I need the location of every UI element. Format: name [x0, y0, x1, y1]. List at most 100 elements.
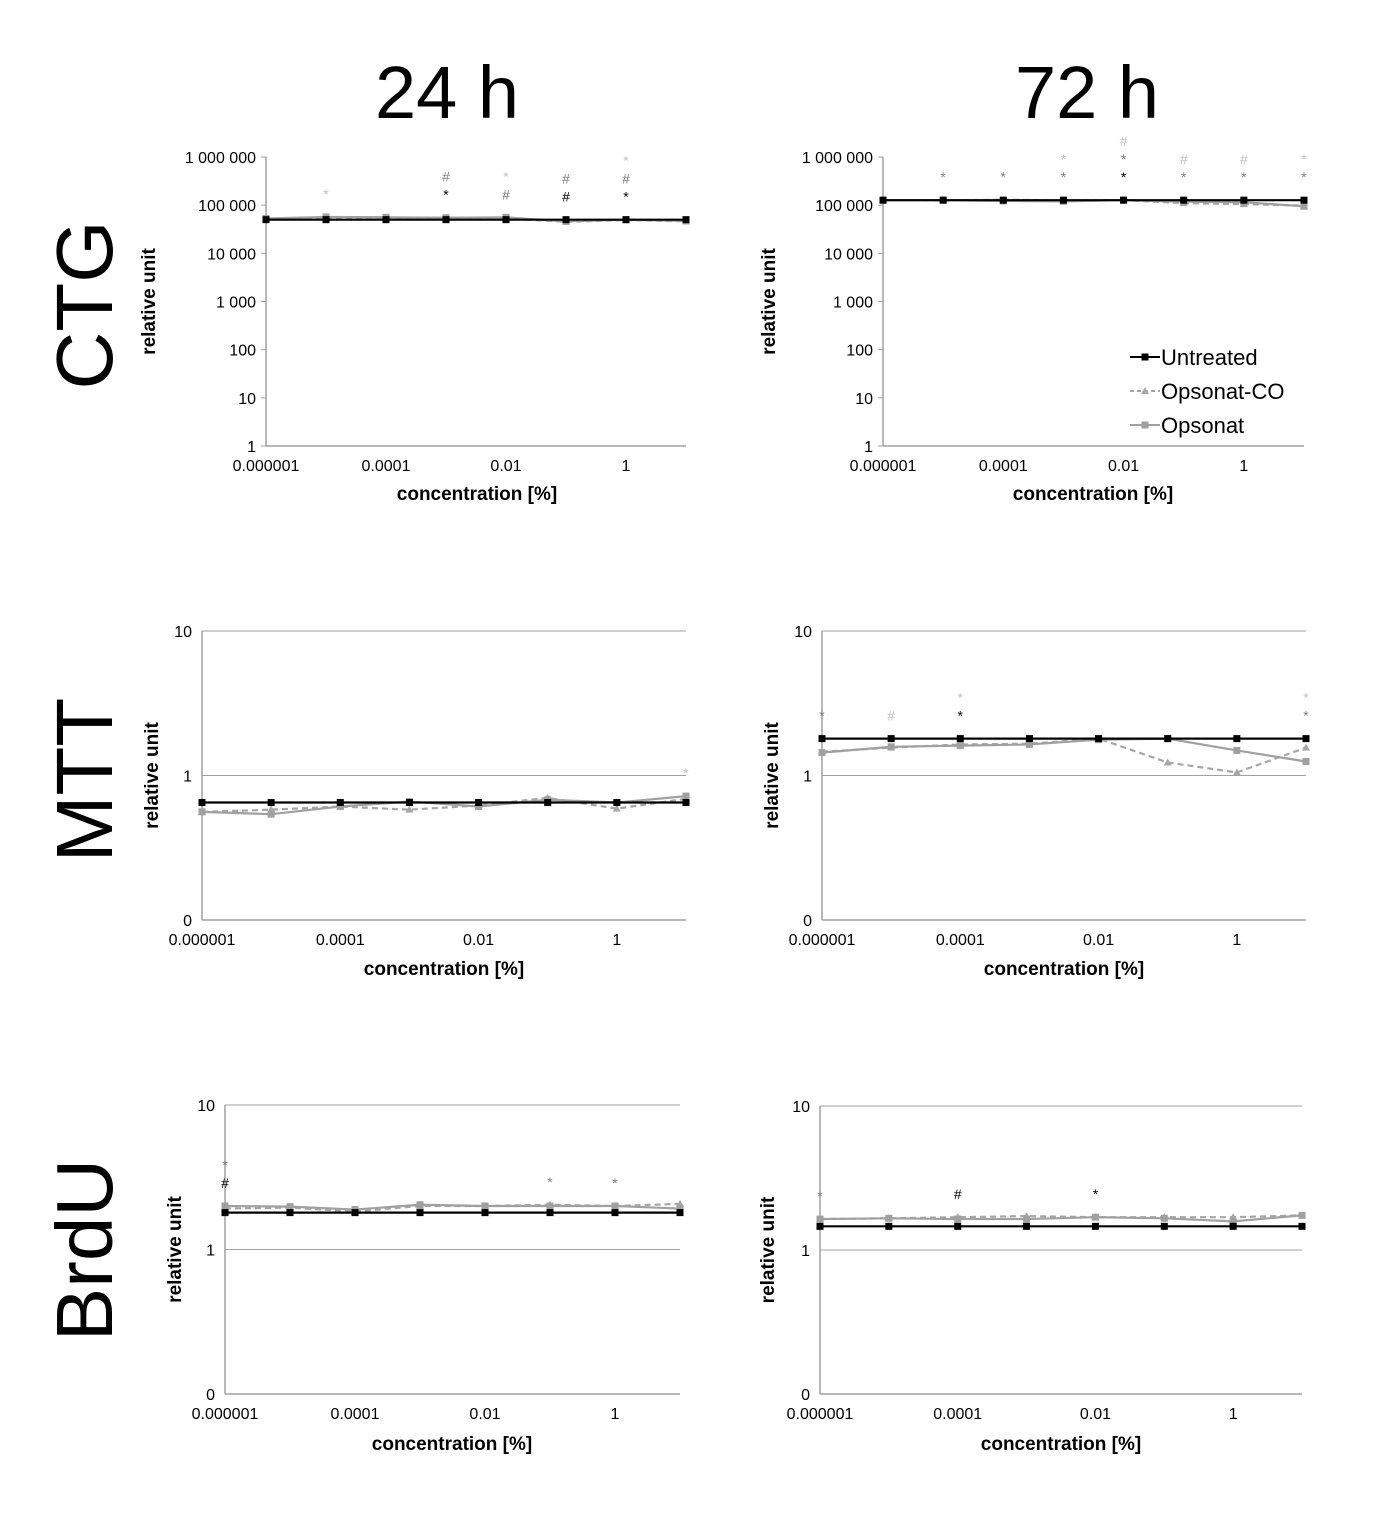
data-point-opsonat — [885, 1214, 893, 1222]
y-tick-label: 100 000 — [198, 198, 256, 215]
data-point-untreated — [1160, 1222, 1168, 1230]
y-tick-label: 100 — [229, 343, 256, 360]
significance-marker: * — [1241, 169, 1247, 185]
significance-marker: * — [503, 168, 509, 184]
x-tick-label: 0.01 — [1080, 1406, 1111, 1423]
legend-label-opsonat-co: Opsonat-CO — [1161, 379, 1285, 404]
series-line-opsonat — [224, 1203, 681, 1211]
data-point-opsonat — [221, 1202, 229, 1210]
y-axis-label: relative unit — [139, 248, 160, 355]
x-tick-label: 0.000001 — [192, 1406, 259, 1423]
significance-marker: * — [612, 1175, 618, 1191]
x-tick-label: 0.01 — [1108, 458, 1139, 475]
y-axis-label: relative unit — [762, 722, 783, 829]
row-title-mtt: MTT — [40, 698, 129, 862]
data-point-opsonat — [887, 743, 895, 751]
data-point-opsonat — [956, 742, 964, 750]
data-point-untreated — [1302, 735, 1310, 743]
data-point-untreated — [1298, 1222, 1306, 1230]
data-point-untreated — [322, 216, 330, 224]
x-tick-label: 0.0001 — [979, 458, 1028, 475]
y-axis-label: relative unit — [758, 1196, 779, 1303]
data-point-opsonat — [475, 803, 483, 811]
chart-panel-ctg-72h: 1 10 100 1 000 10 000 100 000 1 000 000 0.00000… — [759, 133, 1308, 505]
significance-marker: * — [1181, 169, 1187, 185]
significance-marker: * — [623, 153, 629, 169]
data-point-opsonat — [1233, 746, 1241, 754]
y-tick-label: 1 000 000 — [185, 150, 256, 167]
data-point-untreated — [999, 196, 1007, 204]
y-tick-label: 10 000 — [824, 246, 873, 263]
data-point-opsonat — [1160, 1214, 1168, 1222]
data-point-opsonat-co — [1302, 743, 1310, 751]
data-point-untreated — [1229, 1222, 1237, 1230]
y-tick-label: 1 — [801, 1243, 810, 1260]
y-tick-label: 1 — [803, 769, 812, 786]
data-point-untreated — [611, 1209, 619, 1217]
data-point-untreated — [502, 216, 510, 224]
y-tick-label: 100 000 — [815, 198, 873, 215]
data-point-opsonat — [267, 810, 275, 818]
significance-marker: * — [819, 708, 825, 724]
x-tick-label: 0.0001 — [362, 458, 411, 475]
y-tick-label: 1 000 — [833, 295, 873, 312]
data-point-opsonat — [676, 1205, 684, 1213]
data-point-untreated — [475, 799, 483, 807]
significance-marker: * — [1303, 708, 1309, 724]
data-point-untreated — [1180, 196, 1188, 204]
data-point-opsonat — [1023, 1215, 1031, 1223]
data-point-untreated — [682, 216, 690, 224]
x-tick-label: 1 — [612, 932, 621, 949]
data-point-untreated — [1023, 1222, 1031, 1230]
row-title-brdu: BrdU — [40, 1159, 129, 1341]
data-point-opsonat — [1229, 1217, 1237, 1225]
data-point-opsonat — [546, 1202, 554, 1210]
y-tick-label: 100 — [846, 343, 873, 360]
x-tick-label: 0.000001 — [787, 1406, 854, 1423]
data-point-opsonat — [1025, 740, 1033, 748]
legend-label-untreated: Untreated — [1161, 345, 1258, 370]
chart-panel-brdu-72h: 0 1 10 0.000001 0.0001 0.01 1 concentration [%]… — [758, 1099, 1306, 1455]
significance-marker: # — [221, 1175, 229, 1191]
significance-marker: # — [1180, 151, 1188, 167]
chart-panel-mtt-24h: 0 1 10 0.000001 0.0001 0.01 1 concentration [%]… — [142, 624, 690, 980]
data-point-untreated — [262, 216, 270, 224]
data-point-untreated — [336, 799, 344, 807]
y-axis-label: relative unit — [165, 1196, 186, 1303]
data-point-untreated — [351, 1209, 359, 1217]
significance-marker: # — [887, 708, 895, 724]
y-tick-label: 0 — [206, 1387, 215, 1404]
data-point-untreated — [818, 735, 826, 743]
significance-marker: * — [958, 690, 964, 706]
significance-marker: * — [683, 765, 689, 781]
series-line-opsonat-co — [201, 796, 687, 813]
row-title-ctg: CTG — [40, 221, 129, 390]
y-tick-label: 1 — [183, 769, 192, 786]
significance-marker: * — [1121, 169, 1127, 185]
chart-panel-brdu-24h: 0 1 10 0.000001 0.0001 0.01 1 concentration [%]… — [165, 1098, 684, 1455]
x-axis-label: concentration [%] — [372, 1434, 532, 1455]
x-tick-label: 1 — [1229, 1406, 1238, 1423]
data-point-untreated — [879, 196, 887, 204]
data-point-opsonat — [682, 792, 690, 800]
y-tick-label: 10 000 — [207, 246, 256, 263]
data-point-opsonat — [198, 808, 206, 816]
x-tick-label: 0.0001 — [933, 1406, 982, 1423]
data-point-untreated — [1059, 196, 1067, 204]
data-point-untreated — [442, 216, 450, 224]
x-tick-label: 1 — [622, 458, 631, 475]
data-point-untreated — [481, 1209, 489, 1217]
data-point-opsonat — [1302, 757, 1310, 765]
data-point-untreated — [939, 196, 947, 204]
data-point-untreated — [1233, 735, 1241, 743]
x-axis-label: concentration [%] — [984, 959, 1144, 980]
data-point-untreated — [956, 735, 964, 743]
data-point-untreated — [416, 1209, 424, 1217]
x-tick-label: 0.0001 — [331, 1406, 380, 1423]
significance-marker: * — [958, 708, 964, 724]
legend-marker — [1141, 387, 1149, 394]
significance-marker: # — [442, 169, 450, 185]
significance-marker: * — [1303, 690, 1309, 706]
y-tick-label: 10 — [197, 1098, 215, 1115]
series-line-opsonat — [821, 737, 1307, 763]
